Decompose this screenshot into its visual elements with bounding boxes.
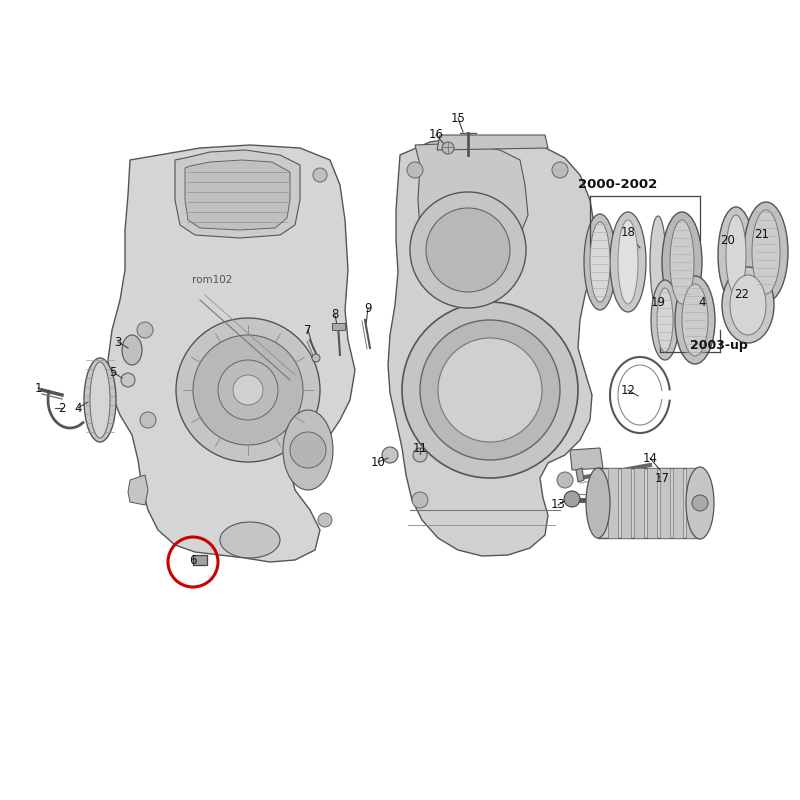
Text: 14: 14 xyxy=(642,451,658,465)
Text: 18: 18 xyxy=(621,226,635,238)
Circle shape xyxy=(413,448,427,462)
Ellipse shape xyxy=(744,202,788,302)
Text: 13: 13 xyxy=(550,498,566,511)
Polygon shape xyxy=(193,555,207,565)
Text: 4: 4 xyxy=(698,295,706,309)
Polygon shape xyxy=(660,468,670,538)
Ellipse shape xyxy=(675,276,715,364)
Polygon shape xyxy=(185,160,290,230)
Circle shape xyxy=(407,162,423,178)
Circle shape xyxy=(426,208,510,292)
Text: 2003-up: 2003-up xyxy=(690,338,748,351)
Circle shape xyxy=(412,492,428,508)
Ellipse shape xyxy=(686,467,714,539)
Circle shape xyxy=(438,338,542,442)
Circle shape xyxy=(557,472,573,488)
Polygon shape xyxy=(621,468,631,538)
Polygon shape xyxy=(608,468,618,538)
Ellipse shape xyxy=(662,212,702,312)
Ellipse shape xyxy=(682,284,708,356)
Text: 15: 15 xyxy=(450,111,466,125)
Ellipse shape xyxy=(590,222,610,302)
Circle shape xyxy=(218,360,278,420)
Circle shape xyxy=(312,354,320,362)
Circle shape xyxy=(121,373,135,387)
Polygon shape xyxy=(437,135,548,150)
Polygon shape xyxy=(576,468,584,482)
Ellipse shape xyxy=(90,362,110,438)
Text: 5: 5 xyxy=(110,366,117,378)
Circle shape xyxy=(442,142,454,154)
Ellipse shape xyxy=(657,288,673,352)
Ellipse shape xyxy=(722,267,774,343)
Polygon shape xyxy=(686,468,696,538)
Text: 2: 2 xyxy=(58,402,66,414)
Circle shape xyxy=(382,447,398,463)
Ellipse shape xyxy=(718,207,754,303)
Text: 11: 11 xyxy=(413,442,427,454)
Text: 4: 4 xyxy=(74,402,82,414)
Circle shape xyxy=(313,168,327,182)
Text: rom102: rom102 xyxy=(192,275,232,285)
Circle shape xyxy=(410,192,526,308)
Ellipse shape xyxy=(84,358,116,442)
Polygon shape xyxy=(634,468,644,538)
Text: 6: 6 xyxy=(190,554,197,566)
Text: 10: 10 xyxy=(370,455,386,469)
Circle shape xyxy=(193,335,303,445)
Circle shape xyxy=(140,412,156,428)
Polygon shape xyxy=(332,323,345,330)
Ellipse shape xyxy=(220,522,280,558)
Ellipse shape xyxy=(586,468,610,538)
Text: 20: 20 xyxy=(721,234,735,246)
Polygon shape xyxy=(647,468,657,538)
Ellipse shape xyxy=(726,215,746,295)
Text: 22: 22 xyxy=(734,289,750,302)
Text: 7: 7 xyxy=(304,323,312,337)
Text: 16: 16 xyxy=(429,129,443,142)
Circle shape xyxy=(137,322,153,338)
Circle shape xyxy=(564,491,580,507)
Text: 21: 21 xyxy=(754,229,770,242)
Polygon shape xyxy=(598,468,700,538)
Circle shape xyxy=(552,162,568,178)
Circle shape xyxy=(290,432,326,468)
Polygon shape xyxy=(128,475,148,505)
Ellipse shape xyxy=(610,212,646,312)
Polygon shape xyxy=(108,145,355,562)
Text: 12: 12 xyxy=(621,383,635,397)
Text: 1: 1 xyxy=(34,382,42,394)
Circle shape xyxy=(318,513,332,527)
Text: 2000-2002: 2000-2002 xyxy=(578,178,658,191)
Polygon shape xyxy=(570,448,603,470)
Circle shape xyxy=(420,320,560,460)
Text: 19: 19 xyxy=(650,295,666,309)
Ellipse shape xyxy=(122,335,142,365)
Ellipse shape xyxy=(650,216,666,308)
Text: 3: 3 xyxy=(114,335,122,349)
Ellipse shape xyxy=(752,210,780,294)
Circle shape xyxy=(233,375,263,405)
Circle shape xyxy=(176,318,320,462)
Ellipse shape xyxy=(670,220,694,304)
Polygon shape xyxy=(673,468,683,538)
Ellipse shape xyxy=(730,275,766,335)
Ellipse shape xyxy=(283,410,333,490)
Text: 8: 8 xyxy=(331,309,338,322)
Ellipse shape xyxy=(618,220,638,304)
Polygon shape xyxy=(415,144,528,248)
Text: 9: 9 xyxy=(364,302,372,314)
Circle shape xyxy=(692,495,708,511)
Ellipse shape xyxy=(651,280,679,360)
Polygon shape xyxy=(175,150,300,238)
Polygon shape xyxy=(388,136,595,556)
Circle shape xyxy=(402,302,578,478)
Ellipse shape xyxy=(584,214,616,310)
Text: 17: 17 xyxy=(654,471,670,485)
